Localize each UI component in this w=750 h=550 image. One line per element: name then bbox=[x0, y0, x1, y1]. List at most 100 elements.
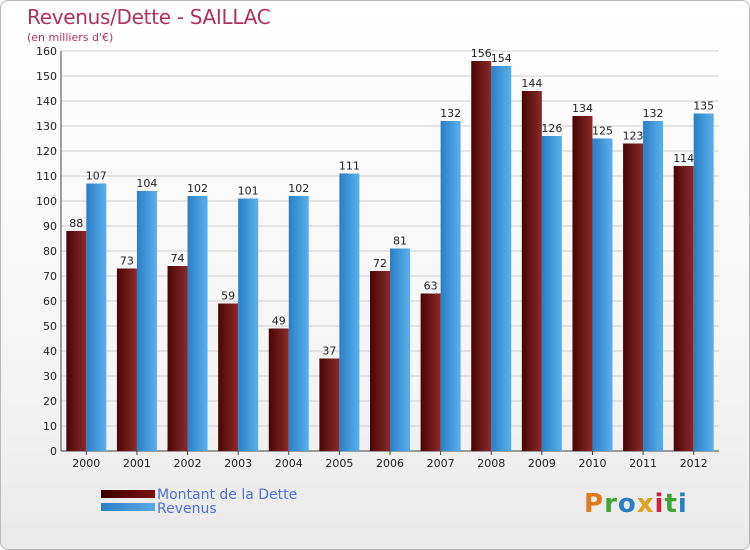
value-label-dette: 114 bbox=[673, 152, 694, 165]
value-label-revenus: 81 bbox=[393, 235, 407, 248]
x-tick-label: 2010 bbox=[578, 457, 606, 470]
bar-dette bbox=[116, 268, 137, 451]
value-label-revenus: 132 bbox=[643, 107, 664, 120]
logo-letter: i bbox=[677, 489, 688, 519]
y-tick-label: 60 bbox=[43, 295, 57, 308]
value-label-dette: 134 bbox=[572, 102, 593, 115]
y-tick-label: 70 bbox=[43, 270, 57, 283]
legend-label-dette: Montant de la Dette bbox=[157, 487, 298, 503]
value-label-revenus: 101 bbox=[238, 185, 259, 198]
legend-swatch-dette bbox=[101, 490, 155, 498]
legend-label-revenus: Revenus bbox=[157, 501, 217, 517]
bar-revenus bbox=[86, 183, 107, 451]
x-tick-label: 2004 bbox=[275, 457, 303, 470]
value-label-dette: 156 bbox=[471, 47, 492, 60]
logo-letter: r bbox=[604, 489, 618, 519]
value-label-revenus: 154 bbox=[491, 52, 512, 65]
y-tick-label: 110 bbox=[36, 170, 57, 183]
x-tick-label: 2011 bbox=[629, 457, 657, 470]
value-label-revenus: 132 bbox=[440, 107, 461, 120]
bar-revenus bbox=[339, 173, 360, 451]
y-tick-label: 40 bbox=[43, 345, 57, 358]
value-label-revenus: 102 bbox=[187, 182, 208, 195]
value-label-dette: 59 bbox=[221, 290, 235, 303]
logo-letter: o bbox=[617, 489, 637, 519]
y-tick-label: 90 bbox=[43, 220, 57, 233]
value-label-dette: 37 bbox=[322, 345, 336, 358]
bar-dette bbox=[471, 61, 492, 451]
y-tick-label: 20 bbox=[43, 395, 57, 408]
bar-revenus bbox=[491, 66, 512, 451]
x-tick-label: 2005 bbox=[325, 457, 353, 470]
bar-dette bbox=[420, 293, 441, 451]
x-tick-label: 2000 bbox=[72, 457, 100, 470]
bar-revenus bbox=[541, 136, 562, 451]
y-tick-label: 30 bbox=[43, 370, 57, 383]
bar-dette bbox=[268, 328, 289, 451]
bar-revenus bbox=[440, 121, 461, 451]
value-label-revenus: 125 bbox=[592, 125, 613, 138]
proxiti-logo: Proxiti bbox=[584, 489, 688, 519]
x-tick-label: 2007 bbox=[427, 457, 455, 470]
logo-letter: P bbox=[584, 489, 605, 519]
value-label-revenus: 135 bbox=[693, 100, 714, 113]
logo-letter: x bbox=[636, 489, 655, 519]
logo-letter: t bbox=[664, 489, 678, 519]
bar-revenus bbox=[187, 196, 208, 451]
bar-revenus bbox=[390, 248, 410, 451]
x-tick-label: 2003 bbox=[224, 457, 252, 470]
bar-dette bbox=[521, 91, 542, 451]
value-label-dette: 88 bbox=[69, 217, 83, 230]
bar-revenus bbox=[643, 121, 664, 451]
x-tick-label: 2002 bbox=[174, 457, 202, 470]
bars bbox=[66, 61, 714, 451]
value-label-revenus: 102 bbox=[288, 182, 309, 195]
bar-dette bbox=[572, 116, 593, 451]
bar-revenus bbox=[592, 138, 613, 451]
value-label-revenus: 104 bbox=[136, 177, 157, 190]
bar-revenus bbox=[288, 196, 309, 451]
bar-dette bbox=[167, 266, 188, 451]
value-label-revenus: 107 bbox=[86, 170, 107, 183]
bar-revenus bbox=[693, 113, 714, 451]
logo-letter: i bbox=[654, 489, 665, 519]
value-label-dette: 72 bbox=[373, 257, 387, 270]
y-tick-label: 80 bbox=[43, 245, 57, 258]
value-label-revenus: 111 bbox=[339, 160, 360, 173]
x-tick-label: 2009 bbox=[528, 457, 556, 470]
y-tick-label: 10 bbox=[43, 420, 57, 433]
y-tick-label: 130 bbox=[36, 120, 57, 133]
value-label-dette: 63 bbox=[424, 280, 438, 293]
bar-dette bbox=[66, 231, 87, 451]
y-tick-label: 140 bbox=[36, 95, 57, 108]
value-label-dette: 144 bbox=[521, 77, 542, 90]
x-tick-label: 2006 bbox=[376, 457, 404, 470]
value-label-dette: 123 bbox=[623, 130, 644, 143]
value-label-revenus: 126 bbox=[541, 122, 562, 135]
x-tick-label: 2001 bbox=[123, 457, 151, 470]
y-tick-label: 100 bbox=[36, 195, 57, 208]
bar-dette bbox=[319, 358, 340, 451]
value-labels: 88 107 73 104 74 102 59 101 49 102 37 111 72 81 63 132 1… bbox=[69, 47, 714, 358]
x-tick-label: 2008 bbox=[477, 457, 505, 470]
value-label-dette: 74 bbox=[171, 252, 185, 265]
y-tick-label: 120 bbox=[36, 145, 57, 158]
y-tick-label: 0 bbox=[50, 445, 57, 458]
y-tick-label: 160 bbox=[36, 45, 57, 58]
bar-dette bbox=[218, 303, 239, 451]
value-label-dette: 49 bbox=[272, 315, 286, 328]
value-label-dette: 73 bbox=[120, 255, 134, 268]
legend-swatch-revenus bbox=[101, 503, 155, 511]
y-tick-label: 150 bbox=[36, 70, 57, 83]
bar-dette bbox=[370, 271, 390, 451]
chart-title: Revenus/Dette - SAILLAC bbox=[27, 5, 271, 29]
y-tick-label: 50 bbox=[43, 320, 57, 333]
bar-revenus bbox=[136, 191, 157, 451]
bar-revenus bbox=[238, 198, 259, 451]
chart-subtitle: (en milliers d'€) bbox=[27, 31, 114, 44]
bar-dette bbox=[623, 143, 644, 451]
x-tick-label: 2012 bbox=[680, 457, 708, 470]
bar-dette bbox=[673, 166, 694, 451]
